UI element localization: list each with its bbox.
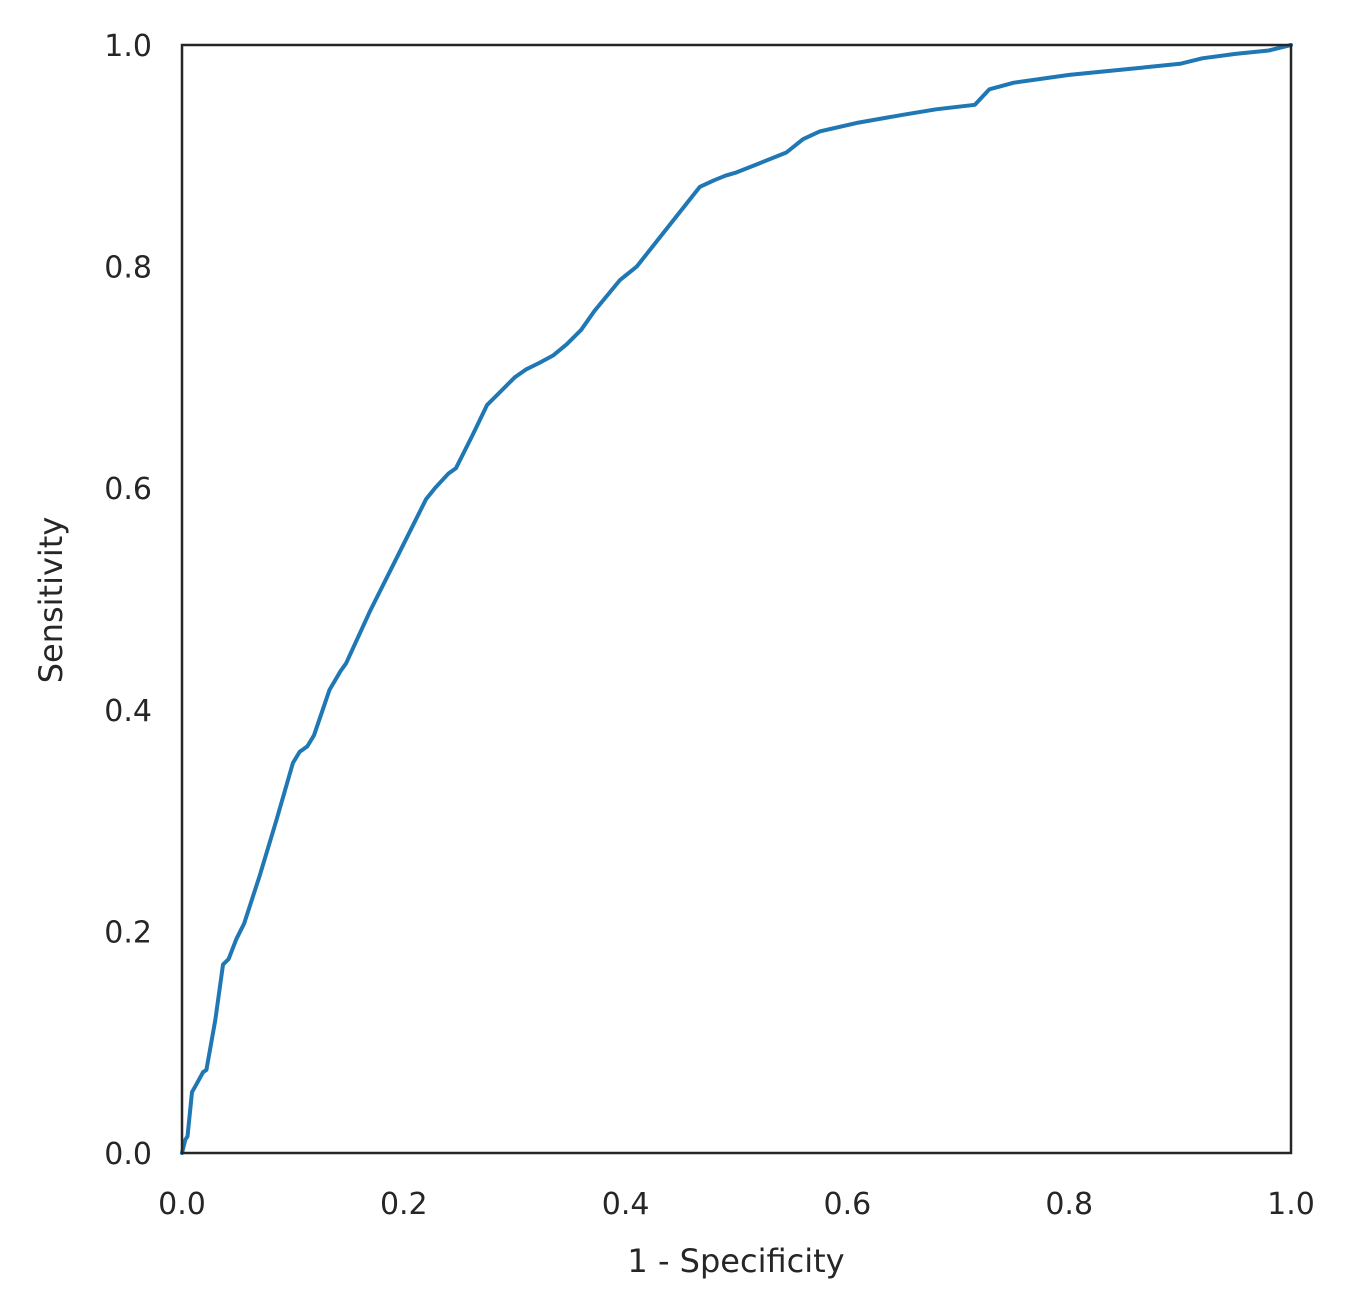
y-tick-label: 0.8: [104, 251, 152, 286]
y-axis-ticks: 0.0 0.2 0.4 0.6 0.8 1.0: [104, 29, 152, 1172]
y-tick-label: 0.2: [104, 915, 152, 950]
y-tick-label: 1.0: [104, 29, 152, 64]
x-tick-label: 0.8: [1045, 1187, 1093, 1222]
x-axis-ticks: 0.0 0.2 0.4 0.6 0.8 1.0: [158, 1187, 1315, 1222]
x-tick-label: 0.0: [158, 1187, 206, 1222]
x-axis-label: 1 - Specificity: [627, 1242, 844, 1280]
x-tick-label: 0.4: [602, 1187, 650, 1222]
roc-curve-line: [180, 43, 1293, 1155]
y-tick-label: 0.0: [104, 1137, 152, 1172]
plot-frame: [180, 43, 1293, 1155]
x-tick-label: 1.0: [1267, 1187, 1315, 1222]
plot-content: [180, 43, 1293, 1155]
y-axis-label: Sensitivity: [32, 517, 70, 684]
y-tick-label: 0.6: [104, 472, 152, 507]
x-tick-label: 0.6: [824, 1187, 872, 1222]
x-tick-label: 0.2: [380, 1187, 428, 1222]
y-tick-label: 0.4: [104, 694, 152, 729]
